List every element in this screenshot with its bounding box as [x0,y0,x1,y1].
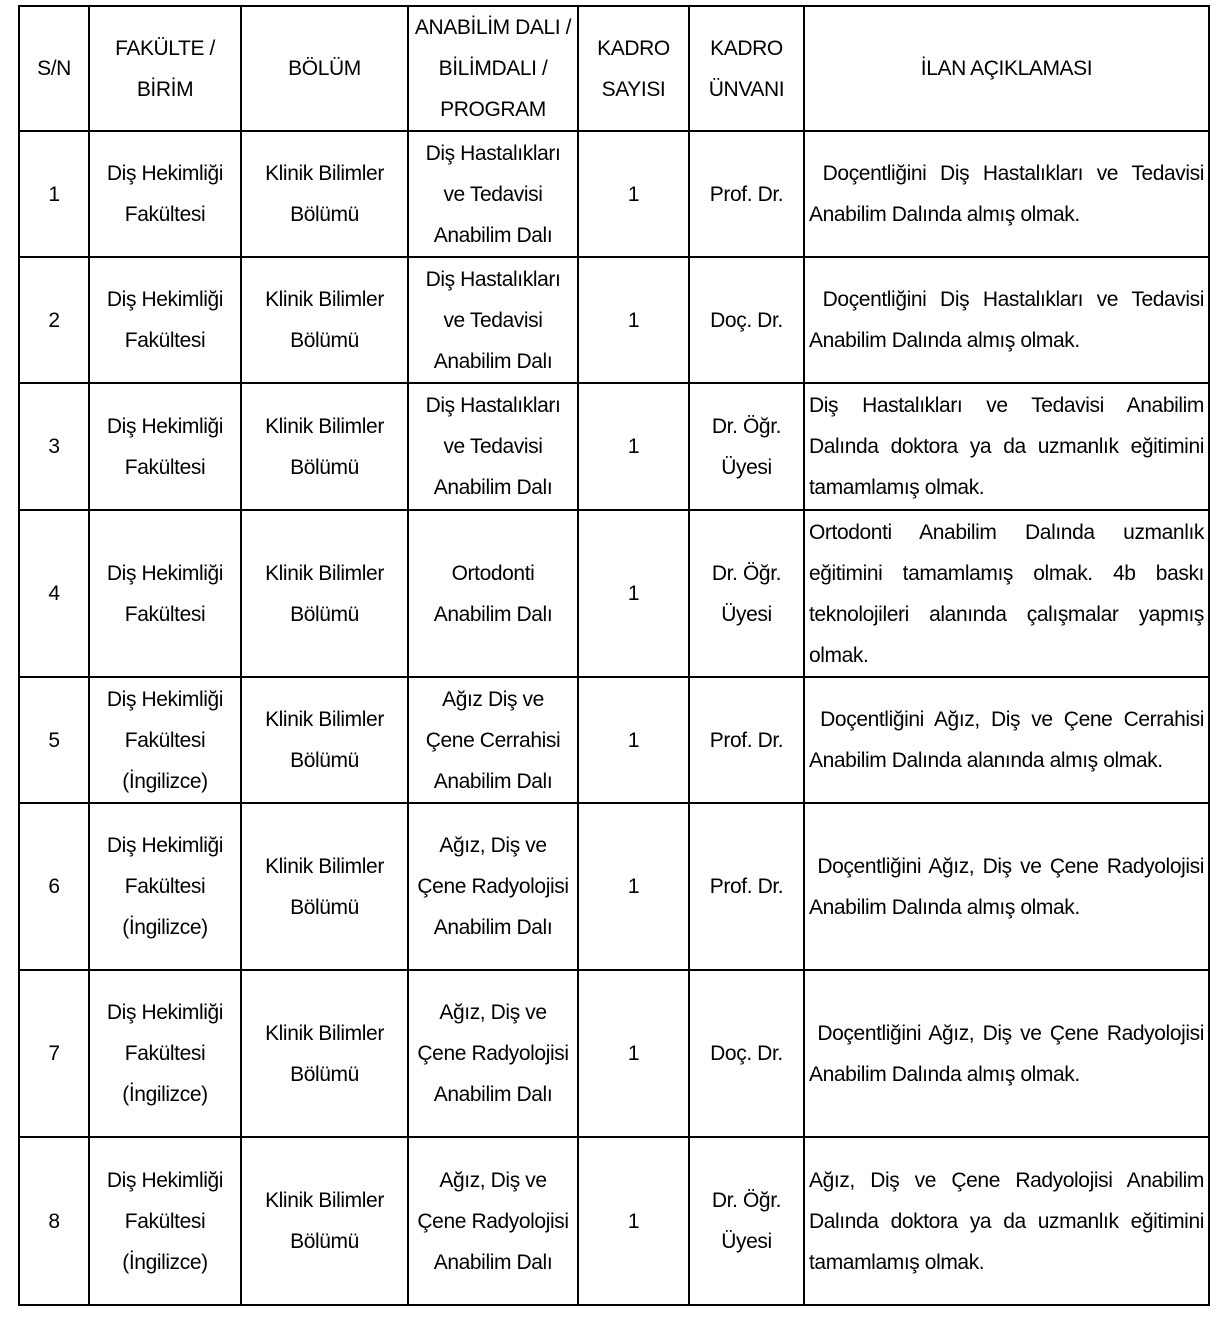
count-cell: 1 [577,1136,690,1306]
description-cell: Ağız, Diş ve Çene Radyolojisi Anabilim D… [803,1136,1210,1306]
department-cell: Klinik Bilimler Bölümü [240,130,409,258]
title-cell: Prof. Dr. [688,676,805,804]
program-cell: Diş Hastalıkları ve Tedavisi Anabilim Da… [407,130,579,258]
faculty-cell: Diş Hekimliği Fakültesi [88,382,242,511]
title-cell: Dr. Öğr. Üyesi [688,1136,805,1306]
title-cell: Dr. Öğr. Üyesi [688,382,805,511]
program-cell: Ortodonti Anabilim Dalı [407,509,579,678]
count-cell: 1 [577,130,690,258]
department-cell: Klinik Bilimler Bölümü [240,1136,409,1306]
program-cell: Ağız, Diş ve Çene Radyolojisi Anabilim D… [407,969,579,1138]
header-title: KADRO ÜNVANI [688,5,805,132]
header-count: KADRO SAYISI [577,5,690,132]
faculty-cell: Diş Hekimliği Fakültesi (İngilizce) [88,802,242,971]
department-cell: Klinik Bilimler Bölümü [240,509,409,678]
description-cell: Diş Hastalıkları ve Tedavisi Anabilim Da… [803,382,1210,511]
faculty-cell: Diş Hekimliği Fakültesi [88,256,242,384]
count-cell: 1 [577,256,690,384]
header-department: BÖLÜM [240,5,409,132]
description-cell: Ortodonti Anabilim Dalında uzmanlık eğit… [803,509,1210,678]
table-row: 6 Diş Hekimliği Fakültesi (İngilizce) Klin… [18,802,1210,971]
table-row: 7 Diş Hekimliği Fakültesi (İngilizce) Klin… [18,969,1210,1138]
title-cell: Dr. Öğr. Üyesi [688,509,805,678]
sn-cell: 2 [18,256,90,384]
table-row: 5 Diş Hekimliği Fakültesi (İngilizce) Klin… [18,676,1210,804]
table-row: 1 Diş Hekimliği Fakültesi Klinik Bilimler … [18,130,1210,258]
sn-cell: 1 [18,130,90,258]
job-posting-table: S/N FAKÜLTE / BİRİM BÖLÜM ANABİLİM DALI … [18,5,1210,1306]
description-cell: Doçentliğini Diş Hastalıkları ve Tedavis… [803,130,1210,258]
title-cell: Doç. Dr. [688,969,805,1138]
program-cell: Ağız, Diş ve Çene Radyolojisi Anabilim D… [407,1136,579,1306]
header-sn: S/N [18,5,90,132]
description-cell: Doçentliğini Diş Hastalıkları ve Tedavis… [803,256,1210,384]
sn-cell: 5 [18,676,90,804]
header-faculty: FAKÜLTE / BİRİM [88,5,242,132]
description-cell: Doçentliğini Ağız, Diş ve Çene Radyoloji… [803,802,1210,971]
count-cell: 1 [577,802,690,971]
department-cell: Klinik Bilimler Bölümü [240,382,409,511]
description-cell: Doçentliğini Ağız, Diş ve Çene Radyoloji… [803,969,1210,1138]
sn-cell: 7 [18,969,90,1138]
count-cell: 1 [577,382,690,511]
sn-cell: 8 [18,1136,90,1306]
title-cell: Prof. Dr. [688,802,805,971]
header-description: İLAN AÇIKLAMASI [803,5,1210,132]
header-row: S/N FAKÜLTE / BİRİM BÖLÜM ANABİLİM DALI … [18,5,1210,132]
department-cell: Klinik Bilimler Bölümü [240,676,409,804]
title-cell: Prof. Dr. [688,130,805,258]
program-cell: Ağız Diş ve Çene Cerrahisi Anabilim Dalı [407,676,579,804]
table-row: 2 Diş Hekimliği Fakültesi Klinik Bilimler … [18,256,1210,384]
faculty-cell: Diş Hekimliği Fakültesi [88,509,242,678]
title-cell: Doç. Dr. [688,256,805,384]
faculty-cell: Diş Hekimliği Fakültesi (İngilizce) [88,1136,242,1306]
department-cell: Klinik Bilimler Bölümü [240,969,409,1138]
sn-cell: 3 [18,382,90,511]
count-cell: 1 [577,676,690,804]
count-cell: 1 [577,509,690,678]
sn-cell: 6 [18,802,90,971]
table-row: 8 Diş Hekimliği Fakültesi (İngilizce) Klin… [18,1136,1210,1306]
faculty-cell: Diş Hekimliği Fakültesi [88,130,242,258]
program-cell: Diş Hastalıkları ve Tedavisi Anabilim Da… [407,256,579,384]
program-cell: Diş Hastalıkları ve Tedavisi Anabilim Da… [407,382,579,511]
faculty-cell: Diş Hekimliği Fakültesi (İngilizce) [88,969,242,1138]
header-program: ANABİLİM DALI / BİLİMDALI / PROGRAM [407,5,579,132]
department-cell: Klinik Bilimler Bölümü [240,802,409,971]
department-cell: Klinik Bilimler Bölümü [240,256,409,384]
table-row: 3 Diş Hekimliği Fakültesi Klinik Bilimler … [18,382,1210,511]
table-row: 4 Diş Hekimliği Fakültesi Klinik Bilimler … [18,509,1210,678]
faculty-cell: Diş Hekimliği Fakültesi (İngilizce) [88,676,242,804]
count-cell: 1 [577,969,690,1138]
program-cell: Ağız, Diş ve Çene Radyolojisi Anabilim D… [407,802,579,971]
description-cell: Doçentliğini Ağız, Diş ve Çene Cerrahisi… [803,676,1210,804]
sn-cell: 4 [18,509,90,678]
